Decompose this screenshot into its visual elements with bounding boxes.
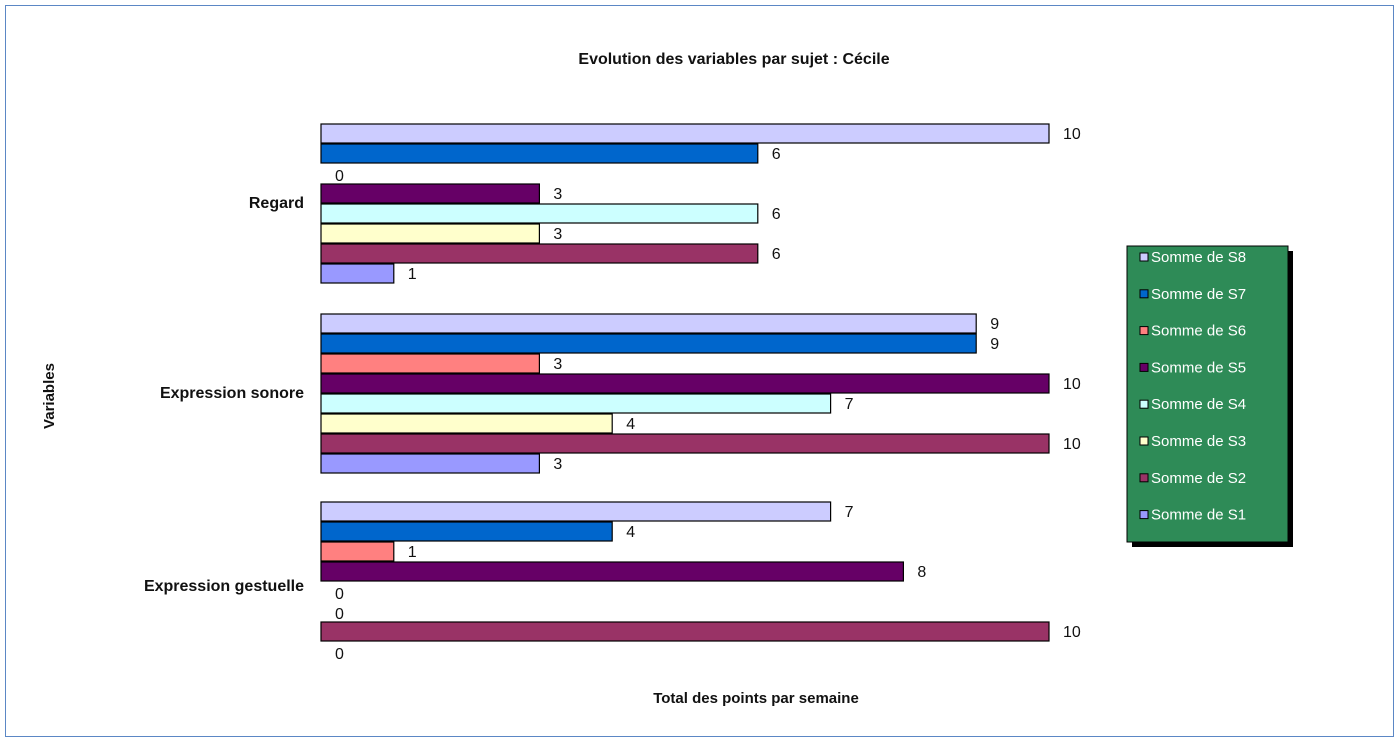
value-label-0-7: 1 — [408, 266, 417, 283]
value-label-1-2: 3 — [553, 356, 562, 373]
value-label-2-4: 0 — [335, 586, 344, 603]
legend-label-7: Somme de S1 — [1151, 507, 1246, 524]
category-label-2: Expression gestuelle — [144, 578, 304, 595]
bar-0-1 — [320, 143, 759, 164]
bar-1-0 — [320, 313, 977, 334]
legend-label-1: Somme de S7 — [1151, 286, 1246, 303]
bar-1-2 — [320, 353, 540, 374]
legend-label-2: Somme de S6 — [1151, 323, 1246, 340]
value-label-2-6: 10 — [1063, 624, 1081, 641]
value-label-2-2: 1 — [408, 544, 417, 561]
bar-2-0 — [320, 501, 832, 522]
bar-1-7 — [320, 453, 540, 474]
bar-1-1 — [320, 333, 977, 354]
value-label-1-0: 9 — [990, 316, 999, 333]
legend-swatch-1 — [1139, 289, 1149, 299]
bars-group — [320, 123, 1050, 642]
bar-0-3 — [320, 183, 540, 204]
value-label-1-5: 4 — [626, 416, 635, 433]
category-label-0: Regard — [249, 195, 304, 212]
legend-swatch-6 — [1139, 473, 1149, 483]
value-label-0-4: 6 — [772, 206, 781, 223]
value-label-1-1: 9 — [990, 336, 999, 353]
legend-swatch-3 — [1139, 362, 1149, 372]
legend: Somme de S8 Somme de S7 Somme de S6 Somme d… — [1126, 245, 1293, 547]
value-label-1-7: 3 — [553, 456, 562, 473]
legend-label-5: Somme de S3 — [1151, 433, 1246, 450]
value-label-2-0: 7 — [845, 504, 854, 521]
value-label-0-2: 0 — [335, 168, 344, 185]
chart-title: Evolution des variables par sujet : Céci… — [578, 51, 889, 68]
bar-0-5 — [320, 223, 540, 244]
y-axis-label: Variables — [41, 363, 58, 429]
value-label-2-7: 0 — [335, 646, 344, 663]
legend-swatch-0 — [1139, 252, 1149, 262]
legend-box — [1126, 245, 1289, 543]
bar-0-4 — [320, 203, 759, 224]
value-label-0-1: 6 — [772, 146, 781, 163]
bar-0-6 — [320, 243, 759, 264]
value-label-1-4: 7 — [845, 396, 854, 413]
bar-0-7 — [320, 263, 395, 284]
bar-2-3 — [320, 561, 905, 582]
bar-1-5 — [320, 413, 613, 434]
category-label-1: Expression sonore — [160, 385, 304, 402]
legend-label-4: Somme de S4 — [1151, 396, 1246, 413]
x-axis-label: Total des points par semaine — [653, 690, 859, 707]
value-label-2-5: 0 — [335, 606, 344, 623]
value-labels: 10 6 0 3 6 3 6 1 9 9 3 10 7 4 10 3 7 4 1 8 0 0 10 0 — [335, 126, 1081, 663]
value-label-1-3: 10 — [1063, 376, 1081, 393]
bar-2-1 — [320, 521, 613, 542]
legend-label-0: Somme de S8 — [1151, 249, 1246, 266]
bar-0-0 — [320, 123, 1050, 144]
value-label-0-0: 10 — [1063, 126, 1081, 143]
bar-1-6 — [320, 433, 1050, 454]
legend-swatch-4 — [1139, 399, 1149, 409]
bar-chart: Evolution des variables par sujet : Céci… — [41, 51, 1293, 707]
legend-items: Somme de S8 Somme de S7 Somme de S6 Somme d… — [1139, 249, 1246, 524]
category-labels: Regard Expression sonore Expression gestue… — [144, 195, 304, 595]
value-label-2-1: 4 — [626, 524, 635, 541]
value-label-0-3: 3 — [553, 186, 562, 203]
legend-swatch-5 — [1139, 436, 1149, 446]
legend-swatch-2 — [1139, 326, 1149, 336]
bar-1-4 — [320, 393, 832, 414]
legend-label-6: Somme de S2 — [1151, 470, 1246, 487]
chart-frame: Evolution des variables par sujet : Céci… — [5, 5, 1394, 737]
legend-swatch-7 — [1139, 510, 1149, 520]
bar-2-6 — [320, 621, 1050, 642]
bar-1-3 — [320, 373, 1050, 394]
value-label-2-3: 8 — [917, 564, 926, 581]
bar-2-2 — [320, 541, 395, 562]
value-label-1-6: 10 — [1063, 436, 1081, 453]
value-label-0-5: 3 — [553, 226, 562, 243]
value-label-0-6: 6 — [772, 246, 781, 263]
legend-label-3: Somme de S5 — [1151, 359, 1246, 376]
